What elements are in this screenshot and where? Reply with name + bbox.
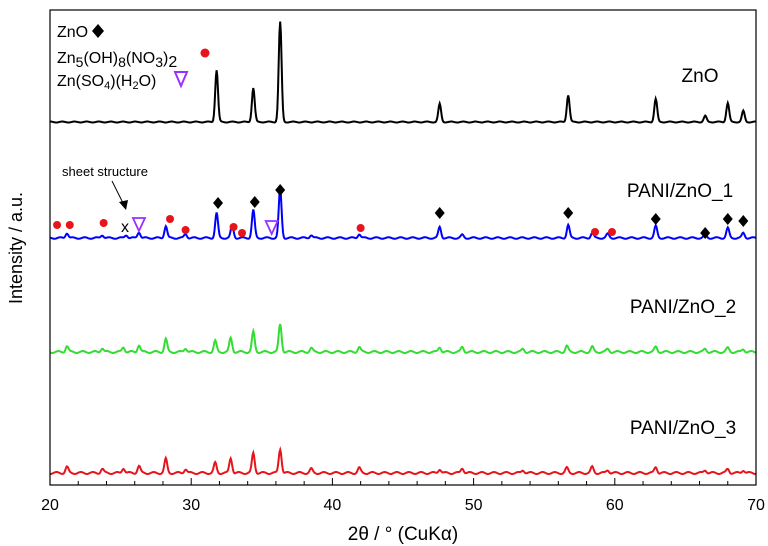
series-label-1: ZnO [682, 66, 719, 87]
arrow-head-icon [119, 200, 128, 210]
plot-frame [49, 9, 757, 486]
sheet-structure-annotation: sheet structure x [62, 164, 148, 236]
x-axis-ticks: 20 30 40 50 60 70 [41, 478, 765, 514]
diamond-marker [722, 213, 733, 225]
legend-circle-icon [200, 48, 210, 58]
circle-marker [607, 228, 616, 236]
series-labels: ZnO PANI/ZnO_1 PANI/ZnO_2 PANI/ZnO_3 [627, 66, 736, 439]
circle-marker [99, 219, 108, 227]
series-line-1 [50, 21, 757, 124]
series-line-3 [49, 323, 757, 355]
legend-triangle-icon [173, 71, 189, 89]
annotation-arrow-line [111, 180, 125, 206]
circle-marker [229, 223, 238, 231]
marker-layer [53, 184, 749, 239]
triangle-marker [264, 220, 280, 237]
x-axis-label: 2θ / ° (CuKα) [348, 524, 458, 545]
x-tick-label: 50 [465, 497, 483, 514]
legend-diamond-icon [92, 24, 104, 38]
x-tick-label: 30 [182, 497, 200, 514]
triangle-marker [131, 217, 147, 234]
diamond-marker [249, 196, 260, 208]
diamond-marker [650, 213, 661, 225]
diamond-marker [563, 207, 574, 219]
legend-label-zinc-sulfate-hydrate: Zn(SO4)(H2O) [57, 73, 156, 92]
series-line-2 [49, 189, 757, 240]
diamond-marker [275, 184, 286, 196]
series-label-2: PANI/ZnO_1 [627, 181, 733, 202]
circle-marker [591, 228, 600, 236]
diamond-marker [738, 215, 749, 227]
x-tick-label: 40 [324, 497, 342, 514]
series-layer [49, 21, 757, 476]
circle-marker [181, 226, 190, 234]
annotation-text: sheet structure [62, 164, 148, 179]
legend-label-zno: ZnO [57, 24, 88, 41]
series-label-4: PANI/ZnO_3 [630, 418, 736, 439]
circle-marker [166, 215, 175, 223]
x-tick-label: 60 [606, 497, 624, 514]
annotation-cross: x [121, 219, 129, 236]
diamond-marker [700, 227, 711, 239]
series-line-4 [50, 445, 757, 476]
diamond-marker [434, 207, 445, 219]
circle-marker [65, 221, 74, 229]
legend: ZnO Zn5(OH)8(NO3)2 Zn(SO4)(H2O) [57, 24, 210, 92]
x-tick-label: 70 [747, 497, 765, 514]
circle-marker [238, 229, 247, 237]
series-label-3: PANI/ZnO_2 [630, 297, 736, 318]
circle-marker [53, 221, 62, 229]
y-axis-label: Intensity / a.u. [6, 192, 26, 304]
circle-marker [356, 224, 365, 232]
x-tick-label: 20 [41, 497, 59, 514]
legend-label-zinc-hydroxide-nitrate: Zn5(OH)8(NO3)2 [57, 50, 177, 71]
diamond-marker [213, 197, 224, 209]
